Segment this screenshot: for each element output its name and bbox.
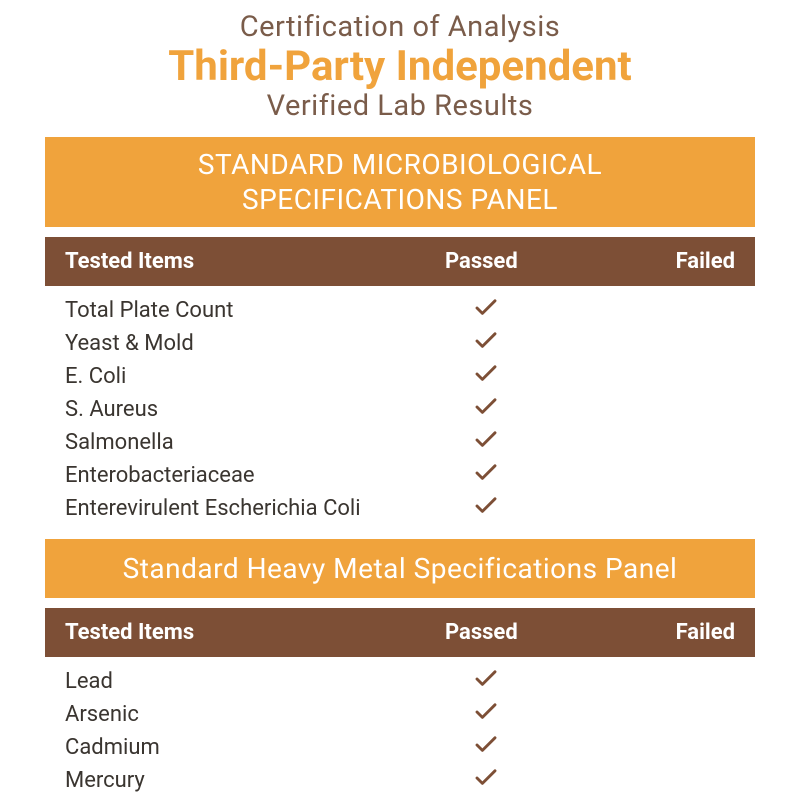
row-item-name: Enterevirulent Escherichia Coli xyxy=(65,492,445,525)
row-item-name: Salmonella xyxy=(65,426,445,459)
table-row: Cadmium xyxy=(65,731,735,764)
header: Certification of Analysis Third-Party In… xyxy=(45,10,755,123)
check-icon xyxy=(475,398,497,416)
row-item-name: Enterobacteriaceae xyxy=(65,459,445,492)
table-header: Tested Items Passed Failed xyxy=(45,237,755,286)
row-item-name: S. Aureus xyxy=(65,393,445,426)
table-header: Tested Items Passed Failed xyxy=(45,608,755,657)
table-row: Salmonella xyxy=(65,426,735,459)
col-header-item: Tested Items xyxy=(65,620,445,645)
header-line-2: Third-Party Independent xyxy=(45,42,755,91)
table-row: E. Coli xyxy=(65,360,735,393)
col-header-passed: Passed xyxy=(445,620,620,645)
table-row: Arsenic xyxy=(65,698,735,731)
header-line-1: Certification of Analysis xyxy=(45,10,755,44)
col-header-passed: Passed xyxy=(445,249,620,274)
row-passed-cell xyxy=(445,459,620,492)
table-row: Enterobacteriaceae xyxy=(65,459,735,492)
row-passed-cell xyxy=(445,665,620,698)
certificate-page: Certification of Analysis Third-Party In… xyxy=(0,0,800,811)
check-icon xyxy=(475,332,497,350)
col-header-item: Tested Items xyxy=(65,249,445,274)
panel-title-heavy-metal: Standard Heavy Metal Specifications Pane… xyxy=(45,539,755,598)
check-icon xyxy=(475,431,497,449)
panel-title-microbiological: STANDARD MICROBIOLOGICALSPECIFICATIONS P… xyxy=(45,137,755,227)
check-icon xyxy=(475,670,497,688)
row-item-name: Yeast & Mold xyxy=(65,327,445,360)
table-row: Lead xyxy=(65,665,735,698)
row-item-name: Mercury xyxy=(65,764,445,797)
check-icon xyxy=(475,736,497,754)
check-icon xyxy=(475,464,497,482)
row-item-name: Lead xyxy=(65,665,445,698)
table-row: Enterevirulent Escherichia Coli xyxy=(65,492,735,525)
row-item-name: Cadmium xyxy=(65,731,445,764)
table-row: S. Aureus xyxy=(65,393,735,426)
check-icon xyxy=(475,769,497,787)
row-passed-cell xyxy=(445,360,620,393)
check-icon xyxy=(475,299,497,317)
row-passed-cell xyxy=(445,698,620,731)
row-passed-cell xyxy=(445,393,620,426)
table-row: Mercury xyxy=(65,764,735,797)
row-item-name: Total Plate Count xyxy=(65,294,445,327)
table-row: Total Plate Count xyxy=(65,294,735,327)
check-icon xyxy=(475,497,497,515)
header-line-3: Verified Lab Results xyxy=(45,89,755,123)
row-passed-cell xyxy=(445,492,620,525)
col-header-failed: Failed xyxy=(620,249,735,274)
row-passed-cell xyxy=(445,327,620,360)
row-passed-cell xyxy=(445,426,620,459)
table-row: Yeast & Mold xyxy=(65,327,735,360)
row-passed-cell xyxy=(445,731,620,764)
table-rows-microbiological: Total Plate CountYeast & MoldE. ColiS. A… xyxy=(45,286,755,539)
table-rows-heavy-metal: LeadArsenicCadmiumMercury xyxy=(45,657,755,811)
row-passed-cell xyxy=(445,764,620,797)
check-icon xyxy=(475,703,497,721)
col-header-failed: Failed xyxy=(620,620,735,645)
row-item-name: Arsenic xyxy=(65,698,445,731)
panel-title-text: STANDARD MICROBIOLOGICALSPECIFICATIONS P… xyxy=(198,148,602,216)
row-item-name: E. Coli xyxy=(65,360,445,393)
check-icon xyxy=(475,365,497,383)
row-passed-cell xyxy=(445,294,620,327)
